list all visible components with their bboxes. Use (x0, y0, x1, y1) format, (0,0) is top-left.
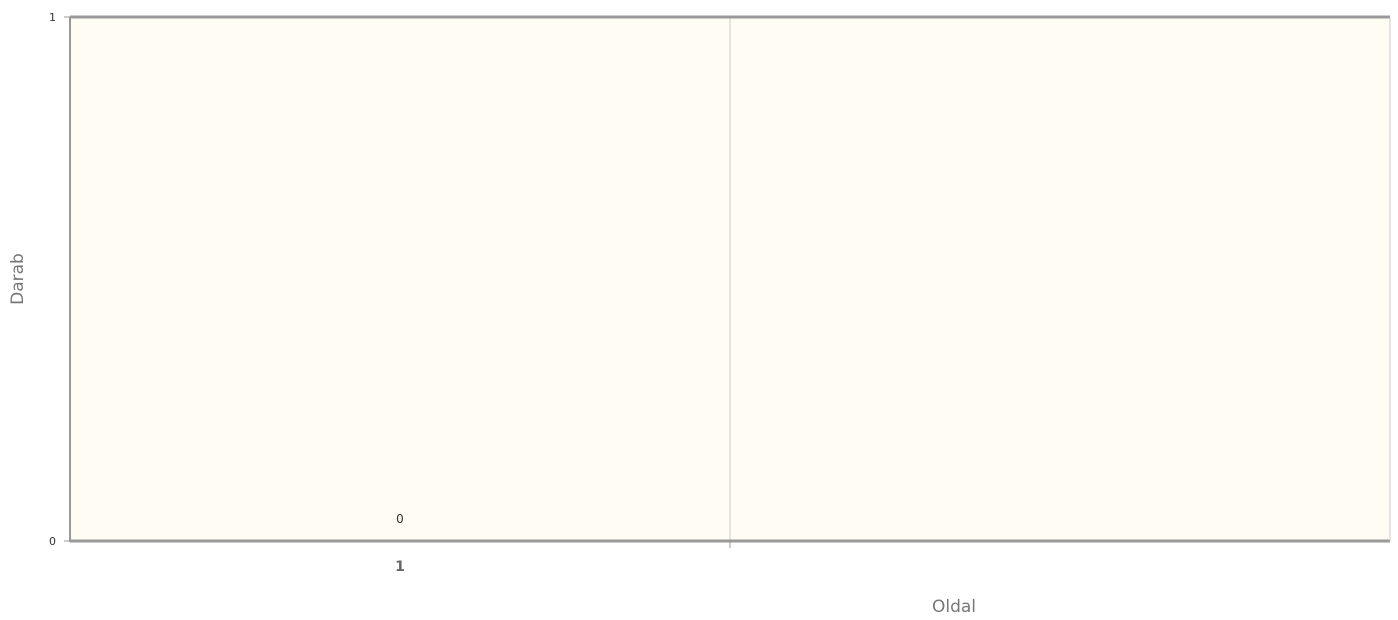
y-tick-label: 1 (49, 11, 56, 24)
data-labels: 0 (396, 512, 404, 526)
x-category-label: 1 (395, 559, 405, 575)
data-label: 0 (396, 512, 404, 526)
x-axis-title: Oldal (932, 597, 976, 617)
y-axis-title: Darab (8, 253, 28, 305)
y-ticks: 01 (49, 11, 70, 548)
x-ticks: 1 (395, 541, 731, 575)
y-tick-label: 0 (49, 535, 56, 548)
